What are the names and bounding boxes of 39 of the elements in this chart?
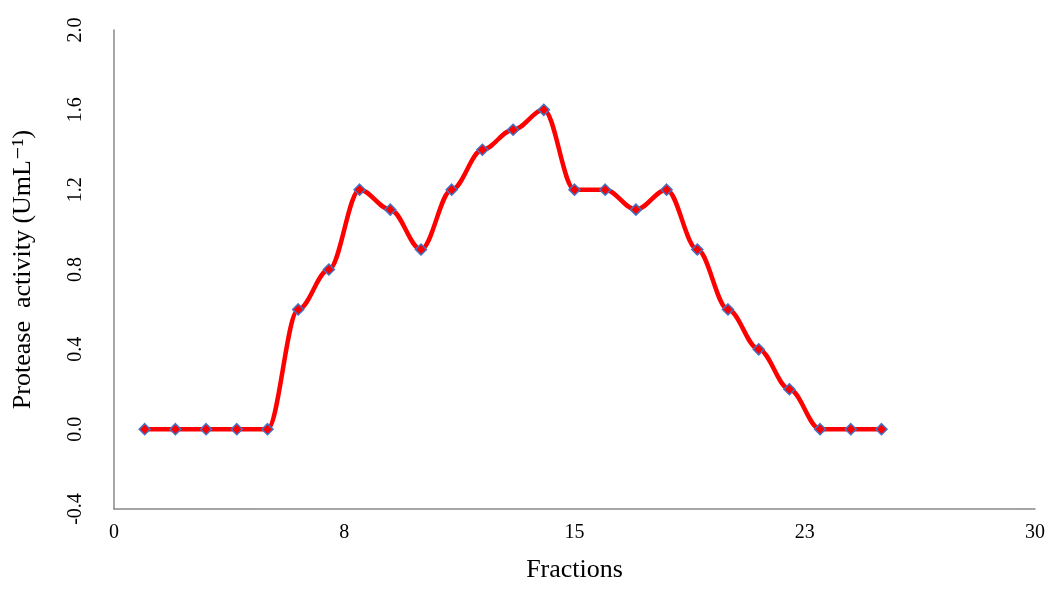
point (384, 203, 397, 216)
y-tick-label: 0.8 (63, 257, 85, 282)
y-tick-label: 0.0 (63, 416, 85, 442)
point (721, 303, 735, 316)
point (629, 203, 643, 216)
point (813, 422, 827, 436)
point (445, 183, 458, 196)
y-tick-label: -0.4 (63, 493, 85, 525)
y-tick-label: 0.4 (63, 336, 85, 362)
point (353, 183, 366, 196)
point (691, 243, 704, 256)
x-tick-label: 8 (339, 520, 350, 542)
point (199, 422, 213, 436)
point (506, 123, 520, 137)
point (598, 183, 612, 196)
x-axis-title: Fractions (526, 553, 623, 583)
x-tick-label: 15 (564, 520, 585, 542)
x-tick-label: 0 (109, 520, 119, 542)
point (568, 183, 581, 196)
y-tick-label: 2.0 (63, 17, 85, 43)
x-tick-label: 30 (1025, 520, 1045, 542)
point (261, 422, 274, 436)
point (752, 343, 765, 356)
point (875, 422, 888, 436)
point (169, 422, 182, 436)
point (138, 422, 151, 436)
y-tick-label: 1.2 (63, 177, 85, 203)
point (660, 183, 673, 196)
y-tick-label: 1.6 (63, 97, 85, 123)
point (230, 422, 244, 436)
point (291, 303, 305, 316)
point (537, 103, 551, 117)
point (414, 243, 428, 256)
point (322, 263, 336, 276)
x-tick-label: 23 (794, 520, 815, 542)
point (844, 422, 858, 436)
point (476, 143, 489, 156)
point (783, 383, 796, 396)
y-axis-title: Protease activity (UmL⁻¹) (6, 129, 36, 410)
